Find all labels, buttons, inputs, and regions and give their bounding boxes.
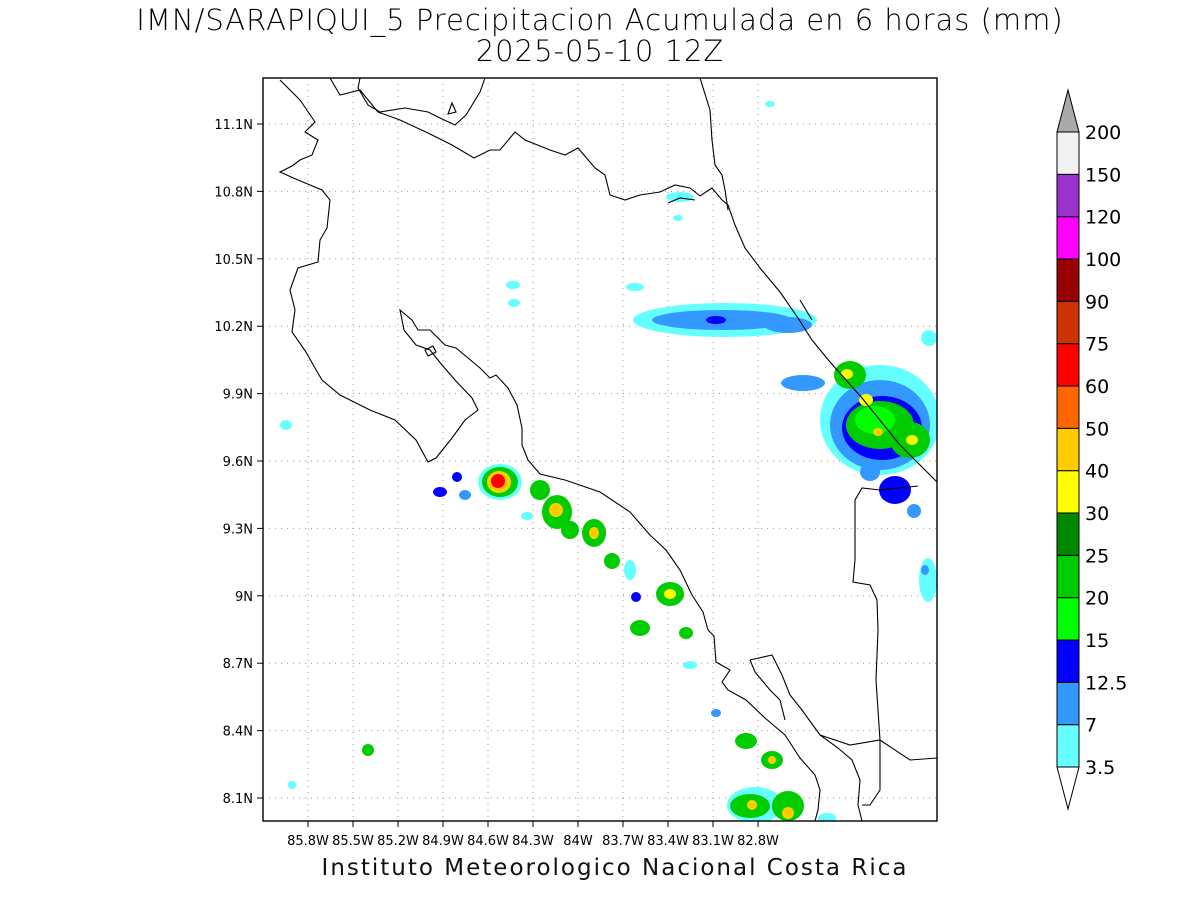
colorbar-swatch: [1056, 724, 1080, 768]
longitude-tick-labels: 85.8W 85.5W 85.2W 84.9W 84.6W 84.3W 84W 83.7W 83…: [287, 821, 779, 849]
colorbar-level-label: 60: [1085, 376, 1109, 398]
lon-tick-label: 85.2W: [377, 834, 419, 849]
colorbar-level-label: 15: [1085, 630, 1109, 652]
lon-tick-label: 83.7W: [602, 834, 644, 849]
lat-tick-label: 9.9N: [223, 388, 253, 403]
lon-tick-label: 85.8W: [287, 834, 329, 849]
colorbar-level-label: 7: [1085, 715, 1097, 737]
colorbar-level-label: 20: [1085, 588, 1109, 610]
colorbar-swatch: [1056, 131, 1080, 175]
colorbar-level-label: 25: [1085, 545, 1109, 567]
footer-institution: Instituto Meteorologico Nacional Costa R…: [321, 855, 909, 881]
lon-tick-label: 84.9W: [422, 834, 464, 849]
map-title-line2: 2025-05-10 12Z: [475, 34, 725, 68]
lat-tick-label: 8.7N: [223, 657, 253, 672]
colorbar-swatch: [1056, 470, 1080, 514]
lat-tick-label: 10.2N: [214, 320, 253, 335]
colorbar-level-label: 50: [1085, 418, 1109, 440]
lat-tick-label: 9.3N: [223, 522, 253, 537]
lat-tick-label: 8.4N: [223, 725, 253, 740]
lat-tick-label: 9N: [235, 590, 253, 605]
colorbar-level-label: 100: [1085, 249, 1121, 271]
colorbar-swatch: [1056, 597, 1080, 641]
precipitation-field: [280, 101, 937, 821]
colorbar-swatch: [1056, 173, 1080, 218]
colorbar-swatch: [1056, 554, 1080, 599]
colorbar-level-label: 120: [1085, 207, 1121, 229]
precip-area-limon: [781, 330, 937, 602]
lon-tick-label: 84.6W: [467, 834, 509, 849]
lat-tick-label: 9.6N: [223, 455, 253, 470]
precip-area-caribbean-north: [506, 101, 817, 337]
precip-area-pacific-coast: [280, 420, 721, 717]
colorbar-swatch: [1056, 258, 1080, 302]
lon-tick-label: 83.1W: [692, 834, 734, 849]
colorbar-swatch: [1056, 216, 1080, 260]
colorbar-level-label: 12.5: [1085, 672, 1127, 694]
colorbar-level-label: 40: [1085, 461, 1109, 483]
colorbar-level-label: 30: [1085, 503, 1109, 525]
lon-tick-label: 85.5W: [332, 834, 374, 849]
colorbar-swatch: [1056, 681, 1080, 726]
colorbar-bottom-arrow: [1056, 766, 1080, 811]
colorbar-top-arrow: [1056, 88, 1080, 133]
precipitation-colorbar: 3.5 7 12.5 15 20 25 30 40 50 60 75 90 100 120 150 200: [1056, 88, 1127, 811]
lon-tick-label: 84.3W: [512, 834, 554, 849]
lat-tick-label: 10.8N: [214, 185, 253, 200]
lat-tick-label: 10.5N: [214, 253, 253, 268]
lon-tick-label: 84W: [563, 834, 593, 849]
colorbar-swatch: [1056, 385, 1080, 429]
colorbar-swatch: [1056, 300, 1080, 345]
colorbar-swatch: [1056, 343, 1080, 387]
lat-tick-label: 11.1N: [214, 118, 253, 133]
colorbar-swatch: [1056, 639, 1080, 683]
colorbar-level-label: 90: [1085, 291, 1109, 313]
lon-tick-label: 82.8W: [737, 834, 779, 849]
precip-area-south: [288, 733, 836, 821]
colorbar-level-label: 3.5: [1085, 757, 1115, 779]
coastlines: [278, 78, 937, 821]
colorbar-level-label: 200: [1085, 122, 1121, 144]
map-frame: [262, 77, 938, 822]
colorbar-level-label: 150: [1085, 164, 1121, 186]
lat-tick-label: 8.1N: [223, 792, 253, 807]
colorbar-swatch: [1056, 427, 1080, 472]
colorbar-swatch: [1056, 512, 1080, 556]
map-title-line1: IMN/SARAPIQUI_5 Precipitacion Acumulada …: [136, 3, 1064, 37]
lon-tick-label: 83.4W: [647, 834, 689, 849]
latitude-tick-labels: 11.1N 10.8N 10.5N 10.2N 9.9N 9.6N 9.3N 9N 8.7N 8.…: [214, 118, 263, 807]
colorbar-level-label: 75: [1085, 334, 1109, 356]
